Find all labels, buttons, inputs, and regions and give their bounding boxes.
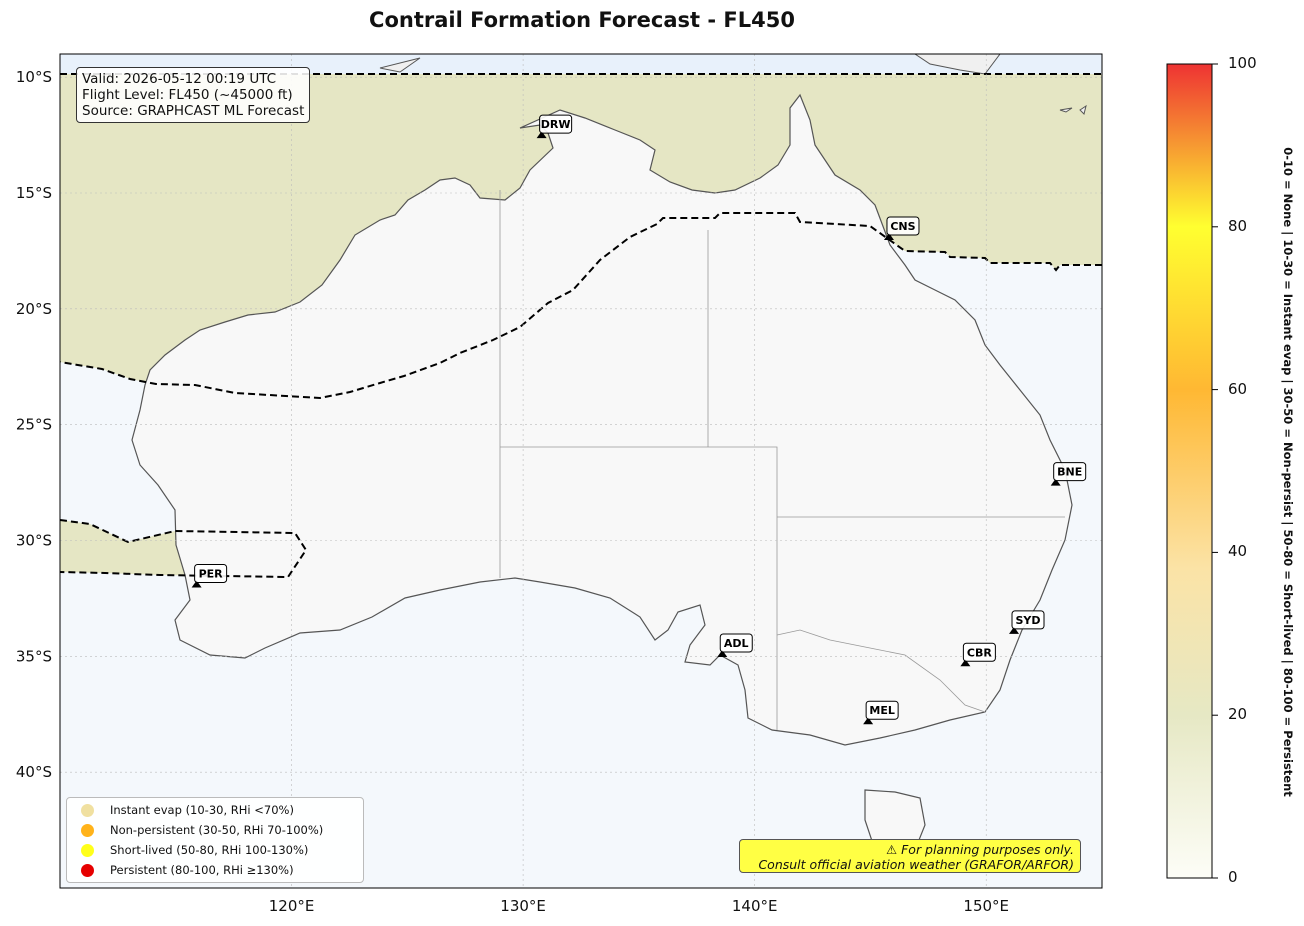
city-marker-adl[interactable]: ADL	[717, 633, 753, 658]
city-label-box	[539, 114, 573, 134]
flight-level: Flight Level: FL450 (~45000 ft)	[82, 87, 293, 103]
city-label: SYD	[1015, 614, 1040, 627]
lon-tick-label: 120°E	[269, 897, 315, 915]
planning-warning-box: ⚠ For planning purposes only. Consult of…	[739, 839, 1081, 873]
legend: Instant evap (10-30, RHi <70%) Non-persi…	[66, 797, 364, 883]
city-label: ADL	[724, 637, 749, 650]
legend-item-persistent: Persistent (80-100, RHi ≥130%)	[81, 860, 294, 880]
colorbar-tick-label: 20	[1228, 705, 1248, 724]
lon-tick-label: 140°E	[732, 897, 778, 915]
city-label-box	[194, 564, 228, 584]
colorbar-tick-label: 60	[1228, 379, 1248, 398]
city-label-box	[1053, 462, 1087, 482]
northern-strip	[60, 54, 1102, 74]
city-marker-per[interactable]: PER	[191, 564, 228, 588]
airport-icon	[536, 131, 547, 139]
airport-icon	[883, 233, 894, 241]
chart-title: Contrail Formation Forecast - FL450	[369, 8, 795, 32]
lat-tick-label: 35°S	[16, 647, 52, 665]
legend-label: Instant evap (10-30, RHi <70%)	[110, 803, 294, 817]
valid-time: Valid: 2026-05-12 00:19 UTC	[82, 71, 277, 87]
forecast-info-box: Valid: 2026-05-12 00:19 UTC Flight Level…	[76, 67, 311, 123]
city-marker-cbr[interactable]: CBR	[960, 642, 996, 667]
legend-item-non-persistent: Non-persistent (30-50, RHi 70-100%)	[81, 820, 323, 840]
forecast-source: Source: GRAPHCAST ML Forecast	[82, 103, 305, 119]
legend-dot-short-lived	[81, 843, 94, 857]
city-label: MEL	[869, 704, 894, 717]
city-label-box	[962, 642, 996, 662]
colorbar-tick-label: 80	[1228, 216, 1248, 235]
airport-icon	[1009, 626, 1020, 634]
airport-icon	[1050, 478, 1061, 486]
map-frame	[59, 53, 1103, 889]
city-label: PER	[199, 568, 224, 581]
legend-dot-persistent	[81, 863, 94, 877]
city-marker-mel[interactable]: MEL	[863, 700, 899, 725]
australia-landmass	[131, 93, 1073, 746]
lat-tick-label: 30°S	[16, 532, 52, 550]
airport-icon	[960, 659, 971, 667]
colorbar-tick-label: 40	[1228, 542, 1248, 561]
legend-label: Persistent (80-100, RHi ≥130%)	[110, 863, 294, 877]
lat-tick-label: 15°S	[16, 184, 52, 202]
city-marker-bne[interactable]: BNE	[1050, 462, 1087, 486]
colorbar-note-text: 0-10 = None | 10-30 = Instant evap | 30-…	[1281, 147, 1295, 797]
colorbar-tick-label: 100	[1228, 54, 1257, 72]
lat-tick-label: 25°S	[16, 416, 52, 434]
lat-tick-label: 10°S	[16, 68, 52, 86]
legend-item-instant-evap: Instant evap (10-30, RHi <70%)	[81, 800, 294, 820]
legend-dot-instant-evap	[81, 803, 94, 817]
lon-tick-label: 150°E	[963, 897, 1009, 915]
city-label-box	[886, 216, 920, 236]
airport-icon	[717, 650, 728, 658]
colorbar-tick-label: 0	[1228, 868, 1238, 886]
city-label: DRW	[541, 118, 571, 131]
city-marker-cns[interactable]: CNS	[883, 216, 920, 241]
legend-label: Non-persistent (30-50, RHi 70-100%)	[110, 823, 324, 837]
city-marker-syd[interactable]: SYD	[1009, 610, 1045, 634]
colorbar	[1166, 63, 1213, 879]
city-label-box	[865, 700, 899, 720]
lon-tick-label: 130°E	[500, 897, 546, 915]
city-label-box	[1011, 610, 1045, 630]
city-label-box	[719, 633, 753, 653]
warning-line-1: ⚠ For planning purposes only.	[886, 842, 1074, 857]
city-label: BNE	[1057, 466, 1082, 479]
lat-tick-label: 20°S	[16, 300, 52, 318]
legend-item-short-lived: Short-lived (50-80, RHi 100-130%)	[81, 840, 308, 860]
airport-icon	[863, 717, 874, 725]
contour-lines	[60, 73, 1102, 579]
city-marker-drw[interactable]: DRW	[536, 114, 573, 139]
northern-islands	[379, 54, 1087, 115]
city-label: CNS	[890, 220, 915, 233]
legend-dot-non-persistent	[81, 823, 94, 837]
lat-tick-label: 40°S	[16, 763, 52, 781]
gridlines	[60, 54, 1102, 888]
state-borders	[499, 190, 1065, 730]
legend-label: Short-lived (50-80, RHi 100-130%)	[110, 843, 309, 857]
airport-icon	[191, 580, 202, 588]
city-label: CBR	[967, 646, 992, 659]
warning-line-2: Consult official aviation weather (GRAFO…	[758, 857, 1074, 872]
